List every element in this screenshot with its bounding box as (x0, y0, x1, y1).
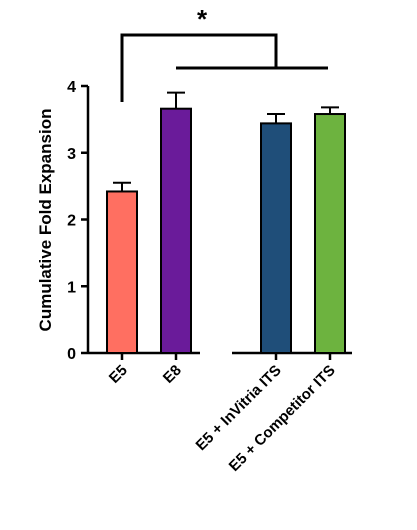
significance-brackets (120, 33, 328, 102)
x-tick-label: E5 + Competitor ITS (226, 362, 339, 475)
x-tick-label: E8 (160, 362, 185, 387)
bar (314, 113, 346, 354)
significance-bracket-main (120, 33, 278, 102)
y-tick-label: 4 (67, 79, 76, 96)
y-tick-label: 0 (67, 346, 76, 363)
y-axis-label: Cumulative Fold Expansion (36, 109, 55, 332)
bar (260, 122, 292, 354)
significance-asterisk: * (197, 4, 208, 34)
y-tick-label: 1 (67, 279, 76, 296)
y-tick-label: 3 (67, 146, 76, 163)
x-tick-label: E5 (106, 362, 131, 387)
bar (160, 107, 192, 354)
bar (106, 190, 138, 354)
y-tick-label: 2 (67, 213, 76, 230)
bars-group (106, 91, 346, 354)
